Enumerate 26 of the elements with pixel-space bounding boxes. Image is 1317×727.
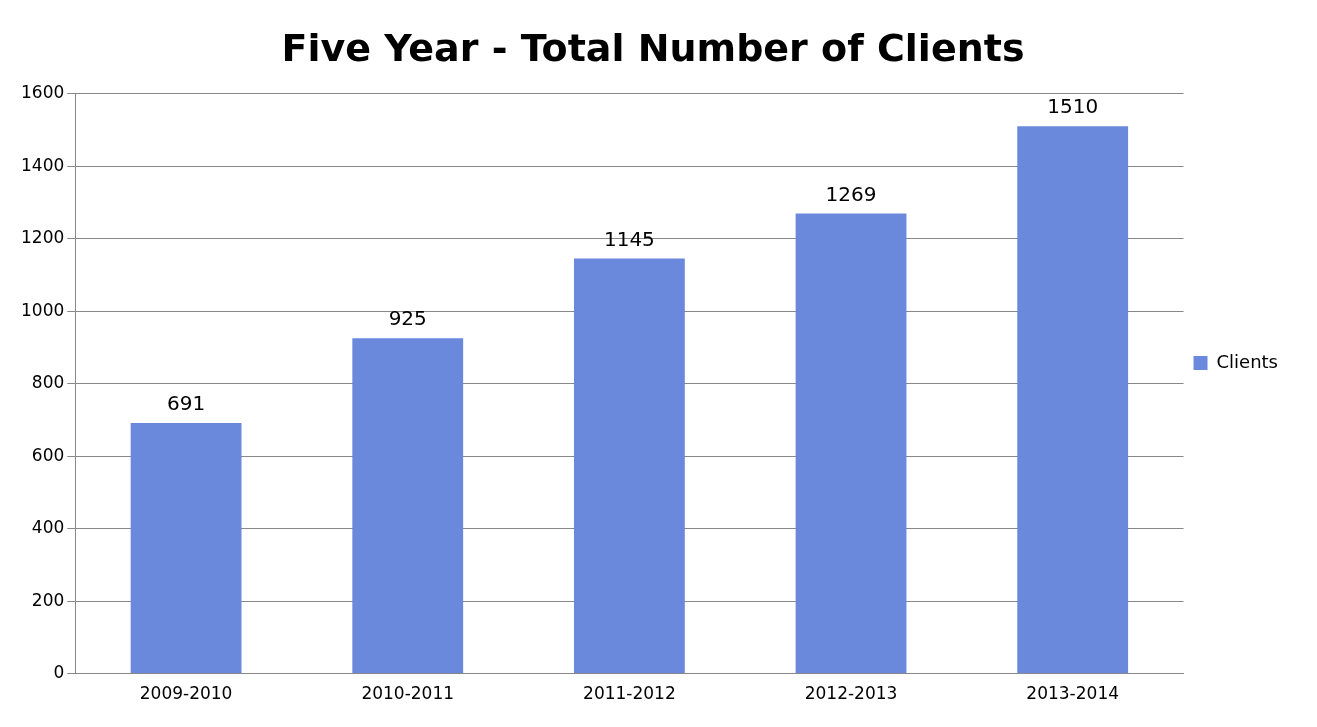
x-tick-label: 2011-2012 [583,683,676,704]
bar [795,213,907,674]
bar [1017,126,1129,674]
y-tick-label: 1000 [21,299,65,320]
x-tick-label: 2012-2013 [804,683,898,704]
y-tick-label: 1600 [21,82,65,103]
y-tick-label: 200 [31,589,65,610]
data-label: 691 [166,391,206,416]
y-tick-label: 600 [31,444,65,465]
y-tick-label: 800 [31,372,65,393]
data-label: 1269 [825,181,877,206]
x-tick-label: 2009-2010 [139,683,233,704]
y-tick-label: 1200 [21,227,65,248]
bar [352,338,464,674]
legend-label: Clients [1216,350,1279,372]
data-label: 1145 [603,226,655,251]
x-tick-label: 2013-2014 [1026,683,1120,704]
x-tick-label: 2010-2011 [361,683,455,704]
chart-title: Five Year - Total Number of Clients [281,25,1025,70]
y-tick-label: 0 [53,662,65,683]
y-tick-label: 400 [31,517,65,538]
bar [130,423,242,674]
bar [573,258,685,674]
y-tick-label: 1400 [21,154,65,175]
data-label: 1510 [1047,94,1099,119]
data-label: 925 [388,306,427,331]
